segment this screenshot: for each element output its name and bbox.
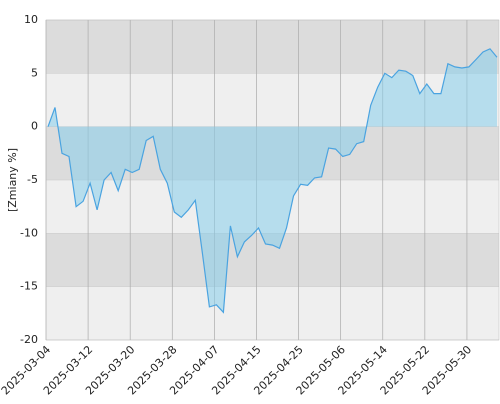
y-tick-label: -15 [20,280,38,293]
band [46,286,499,340]
y-tick-label: 10 [24,13,38,26]
y-tick-label: -5 [27,173,38,186]
y-tick-label: 5 [31,66,38,79]
plot-border [45,19,500,341]
band [46,20,499,74]
y-tick-label: -10 [20,226,38,239]
y-tick-label: -20 [20,333,38,346]
line [47,48,498,314]
y-tick-label: 0 [31,120,38,133]
y-axis-label: [Zmiany %] [6,148,19,212]
area [48,48,497,313]
